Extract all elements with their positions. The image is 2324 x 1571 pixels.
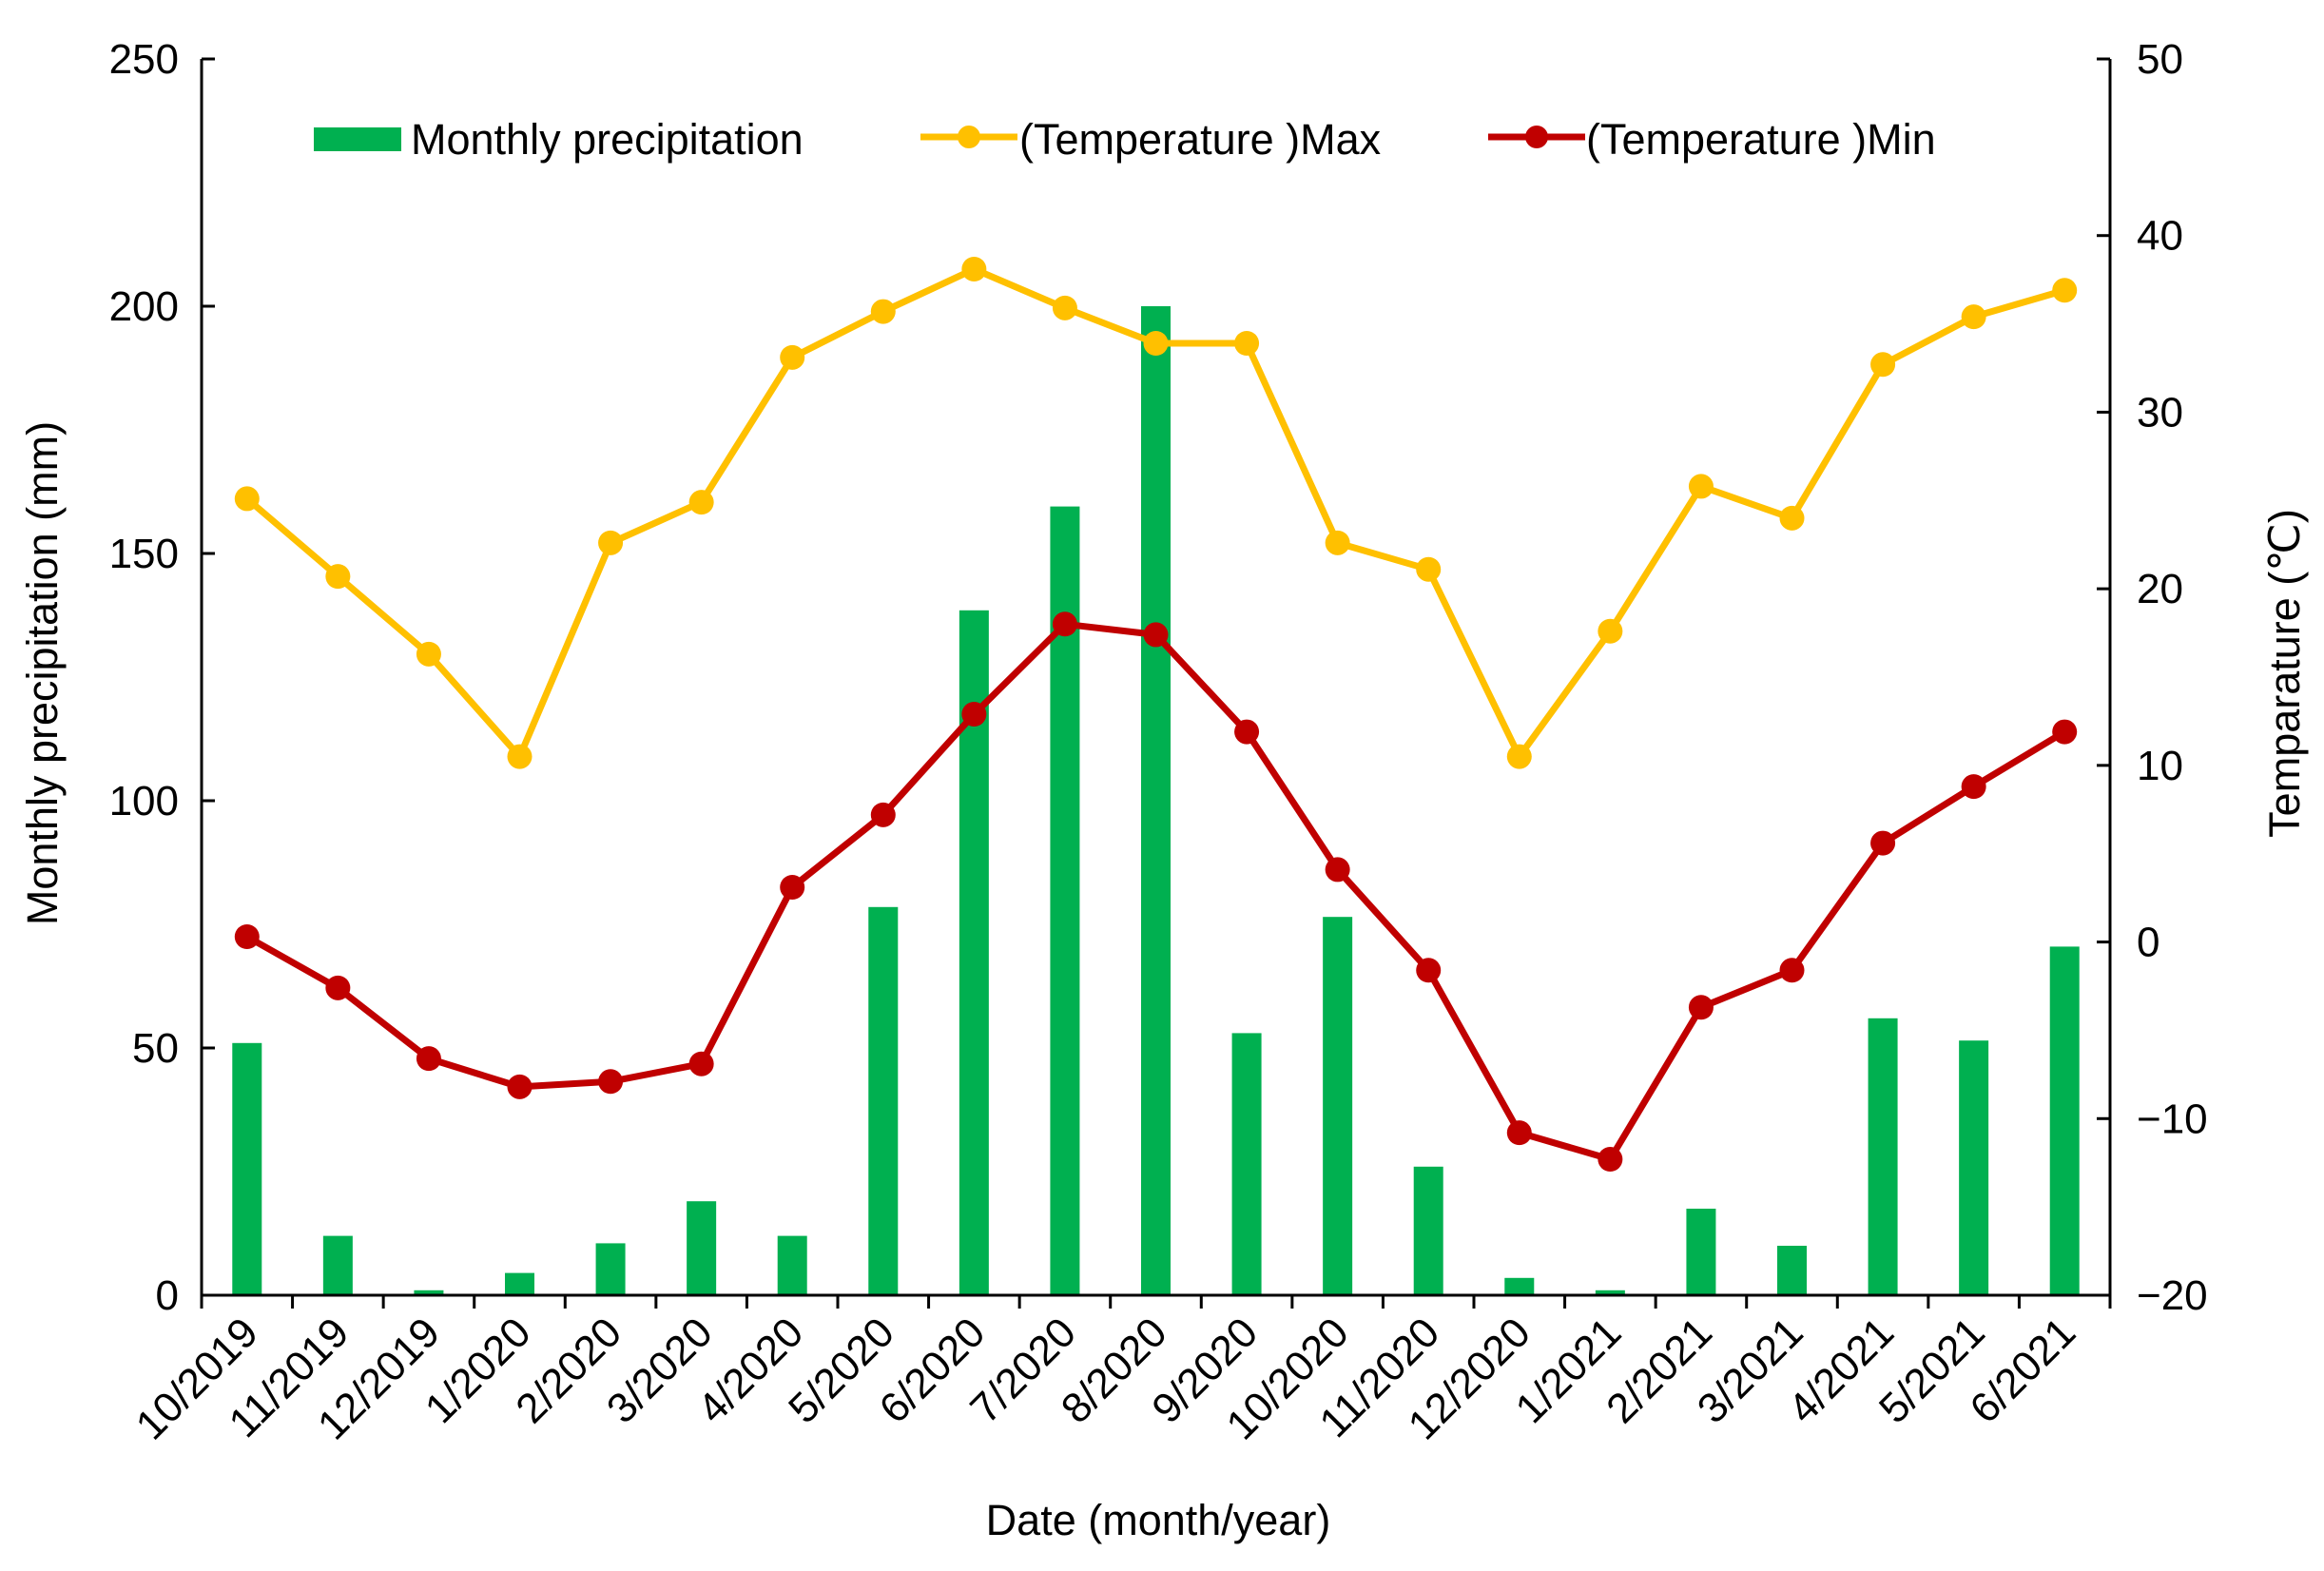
- right-tick-label: 50: [2137, 36, 2183, 83]
- left-tick-label: 0: [156, 1272, 179, 1319]
- temp-max-point: [507, 744, 533, 769]
- right-tick-label: −20: [2137, 1272, 2208, 1319]
- temp-max-point: [780, 344, 805, 370]
- legend-precip-swatch: [314, 127, 401, 151]
- temp-min-point: [2052, 719, 2078, 745]
- precip-bar: [1959, 1040, 1989, 1295]
- precip-bar: [777, 1235, 807, 1295]
- temp-max-point: [1870, 352, 1896, 378]
- temp-min-point: [1688, 995, 1714, 1020]
- temp-min-point: [780, 875, 805, 900]
- temp-min-point: [1416, 958, 1442, 983]
- temp-max-point: [2052, 278, 2078, 303]
- precipitation-bars: [232, 306, 2080, 1295]
- temp-min-point: [1961, 774, 1986, 800]
- precip-bar: [414, 1290, 444, 1295]
- temp-max-point: [1325, 530, 1350, 555]
- temp-max-point: [688, 490, 714, 515]
- temp-max-point: [1779, 505, 1805, 531]
- temp-max-point: [1961, 304, 1986, 330]
- legend-precip-label: Monthly precipitation: [411, 115, 804, 164]
- precip-bar: [1141, 306, 1171, 1295]
- precip-bar: [868, 906, 899, 1295]
- precip-bar: [1595, 1290, 1625, 1295]
- right-tick-label: 20: [2137, 566, 2183, 612]
- x-tick-label: 6/2021: [1961, 1309, 2084, 1432]
- legend-min-marker: [1525, 126, 1548, 148]
- legend-max-marker: [958, 126, 980, 148]
- left-tick-label: 200: [109, 283, 179, 330]
- temp-min-point: [1052, 611, 1077, 637]
- right-tick-label: −10: [2137, 1096, 2208, 1142]
- temp-min-point: [1506, 1120, 1532, 1146]
- temp-max-point: [1688, 474, 1714, 499]
- temp-min-point: [1870, 830, 1896, 856]
- temp-min-point: [1143, 622, 1169, 648]
- temp-min-point: [507, 1074, 533, 1099]
- temp-max-point: [416, 641, 441, 667]
- temp-min-point: [688, 1051, 714, 1076]
- temp-max-point: [870, 299, 896, 324]
- precip-bar: [1413, 1166, 1443, 1295]
- x-axis-title: Date (month/year): [986, 1496, 1331, 1544]
- temp-max-point: [1416, 556, 1442, 582]
- left-tick-label: 50: [132, 1025, 179, 1072]
- legend-min-label: (Temperature )Min: [1586, 115, 1936, 164]
- temp-max-point: [1506, 744, 1532, 769]
- temp-min-point: [870, 802, 896, 827]
- temp-min-point: [416, 1046, 441, 1072]
- precip-bar: [322, 1235, 353, 1295]
- left-y-axis-title: Monthly precipitation (mm): [18, 421, 67, 925]
- precip-bar: [1323, 917, 1353, 1295]
- temperature-lines: [234, 257, 2078, 1172]
- legend-max-label: (Temperature )Max: [1019, 115, 1382, 164]
- temp-max-point: [1143, 331, 1169, 356]
- temp-max-point: [234, 486, 260, 512]
- precip-bar: [505, 1272, 534, 1295]
- temp-min-point: [1325, 857, 1350, 882]
- precip-bar: [232, 1042, 262, 1295]
- precip-bar: [1868, 1018, 1898, 1295]
- temp-max-point: [1052, 295, 1077, 320]
- temp-max-point: [961, 257, 987, 281]
- right-y-axis-title: Temparature (℃): [2260, 509, 2309, 838]
- right-tick-label: 40: [2137, 213, 2183, 260]
- temp-max-point: [598, 530, 624, 555]
- temp-max-point: [325, 564, 351, 590]
- left-tick-label: 150: [109, 531, 179, 577]
- right-tick-label: 0: [2137, 920, 2159, 966]
- precip-bar: [1504, 1277, 1535, 1295]
- precip-bar: [1777, 1246, 1807, 1295]
- precip-bar: [687, 1201, 717, 1295]
- temp-min-point: [1779, 958, 1805, 983]
- temp-min-point: [598, 1069, 624, 1095]
- temp-min-point: [325, 975, 351, 1000]
- temp-max-point: [1234, 331, 1260, 356]
- precip-bar: [2049, 946, 2080, 1295]
- temp-min-point: [1598, 1147, 1623, 1172]
- precip-bar: [595, 1243, 626, 1295]
- temp-min-point: [234, 924, 260, 949]
- left-tick-label: 250: [109, 36, 179, 83]
- temp-min-point: [1234, 719, 1260, 745]
- precip-bar: [1686, 1209, 1716, 1295]
- temp-min-point: [961, 702, 987, 727]
- right-tick-label: 30: [2137, 389, 2183, 436]
- right-tick-label: 10: [2137, 743, 2183, 789]
- temp-max-point: [1598, 618, 1623, 644]
- legend: Monthly precipitation (Temperature )Max …: [314, 115, 1936, 164]
- precip-bar: [1231, 1033, 1262, 1295]
- left-tick-label: 100: [109, 778, 179, 824]
